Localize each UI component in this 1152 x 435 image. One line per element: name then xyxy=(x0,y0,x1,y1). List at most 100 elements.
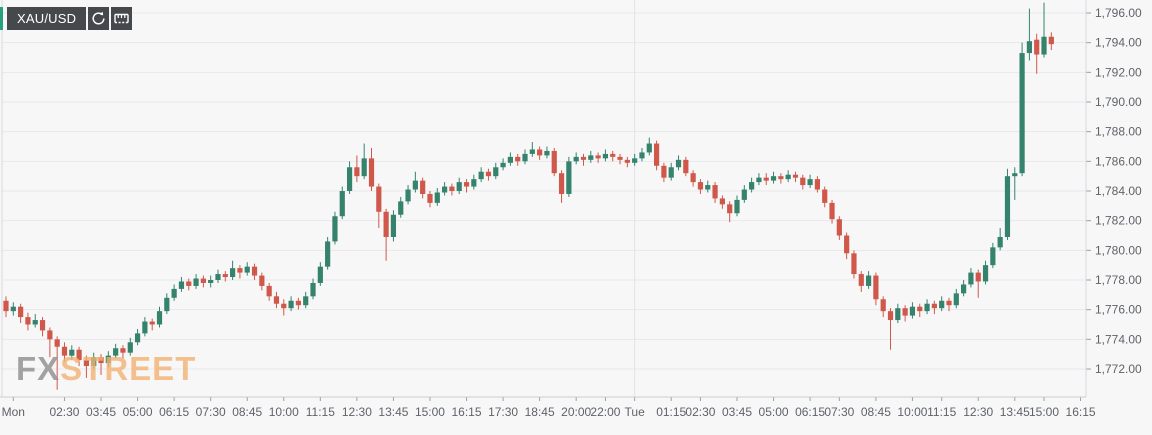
candle xyxy=(997,228,1003,251)
candle xyxy=(69,345,75,361)
candle-body xyxy=(770,176,777,181)
candle-body xyxy=(317,266,323,283)
y-tick-label: 1,782.00 xyxy=(1095,214,1142,228)
candle xyxy=(558,170,565,203)
x-tick-label: 18:45 xyxy=(525,405,555,419)
candle xyxy=(164,293,170,315)
candle-body xyxy=(18,306,24,318)
watermark-fx: FX xyxy=(16,350,61,387)
candle-body xyxy=(478,171,484,180)
candle-body xyxy=(303,296,309,306)
y-tick-label: 1,796.00 xyxy=(1095,6,1142,20)
candle-body xyxy=(61,346,68,356)
candle xyxy=(653,140,660,171)
candle xyxy=(281,299,287,316)
candle xyxy=(507,152,513,166)
candle-body xyxy=(368,158,375,187)
candle-body xyxy=(193,278,199,286)
candle xyxy=(953,288,959,309)
candle-body xyxy=(661,165,667,178)
y-tick-label: 1,784.00 xyxy=(1095,184,1142,198)
candle xyxy=(690,170,696,187)
candle xyxy=(975,269,981,298)
candle-body xyxy=(968,272,974,285)
candle-body xyxy=(873,275,879,300)
candle xyxy=(522,149,528,165)
candle-body xyxy=(105,355,111,364)
refresh-button[interactable] xyxy=(88,7,110,30)
candle-body xyxy=(836,219,842,236)
candle-body xyxy=(76,349,82,361)
candle xyxy=(120,345,126,359)
candle xyxy=(310,278,316,300)
x-tick-label: 06:15 xyxy=(159,405,189,419)
candle-body xyxy=(931,303,937,309)
symbol-badge[interactable]: XAU/USD xyxy=(7,7,87,30)
candle-body xyxy=(281,303,287,309)
candle-body xyxy=(1004,176,1011,237)
candle xyxy=(273,291,280,309)
y-tick-label: 1,788.00 xyxy=(1095,125,1142,139)
candle-body xyxy=(844,235,850,254)
x-tick-label: 11:15 xyxy=(306,405,335,419)
candle xyxy=(134,328,141,346)
candle-body xyxy=(653,143,660,166)
candle-body xyxy=(807,179,813,186)
candle-body xyxy=(982,265,989,282)
candle xyxy=(697,179,704,194)
candle xyxy=(529,142,535,157)
candle-body xyxy=(471,179,477,187)
candle-body xyxy=(493,167,499,177)
measure-button[interactable] xyxy=(111,7,133,30)
candle xyxy=(712,182,718,203)
candle xyxy=(222,271,228,282)
y-tick-label: 1,790.00 xyxy=(1095,95,1142,109)
candle xyxy=(339,186,345,220)
candle-body xyxy=(251,266,258,276)
candle xyxy=(178,277,185,292)
candle xyxy=(54,336,60,390)
candle xyxy=(873,272,879,306)
candle xyxy=(595,152,601,163)
x-tick-label: 03:45 xyxy=(86,405,116,419)
x-tick-label: 02:30 xyxy=(49,405,79,419)
x-tick-label: 11:15 xyxy=(927,405,956,419)
candle-body xyxy=(558,173,565,194)
candle xyxy=(632,153,638,166)
candle xyxy=(434,188,440,206)
candle-body xyxy=(127,342,133,353)
candle xyxy=(551,147,557,177)
candle xyxy=(76,346,82,367)
candle xyxy=(814,176,821,193)
candle-body xyxy=(208,280,214,283)
candle xyxy=(829,199,835,224)
candle xyxy=(98,354,104,375)
candle xyxy=(887,308,894,350)
candle-body xyxy=(785,174,791,180)
candle-body xyxy=(215,274,221,280)
candle-body xyxy=(230,268,236,278)
candle xyxy=(193,274,199,289)
x-tick-label: 08:45 xyxy=(232,405,262,419)
candle xyxy=(624,156,630,168)
candle xyxy=(719,195,725,209)
candle xyxy=(303,291,309,309)
x-tick-label: 16:15 xyxy=(1066,405,1096,419)
x-tick-label: 12:30 xyxy=(342,405,372,419)
candle xyxy=(646,137,652,156)
candle xyxy=(515,153,521,166)
candle-body xyxy=(887,311,894,321)
candle-body xyxy=(792,174,799,178)
candle xyxy=(361,143,367,180)
candle-body xyxy=(1034,39,1040,55)
candle xyxy=(917,303,923,318)
candle xyxy=(880,296,886,318)
candle xyxy=(807,174,813,189)
candle-body xyxy=(383,211,389,237)
candle-body xyxy=(573,156,579,162)
candle-body xyxy=(222,274,228,278)
candle xyxy=(376,183,382,229)
x-tick-label: 13:45 xyxy=(378,405,408,419)
x-tick-label: 15:00 xyxy=(415,405,445,419)
